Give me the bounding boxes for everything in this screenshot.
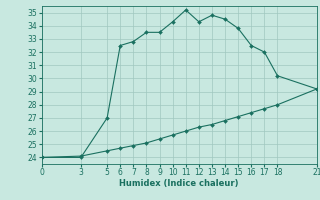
X-axis label: Humidex (Indice chaleur): Humidex (Indice chaleur) [119,179,239,188]
